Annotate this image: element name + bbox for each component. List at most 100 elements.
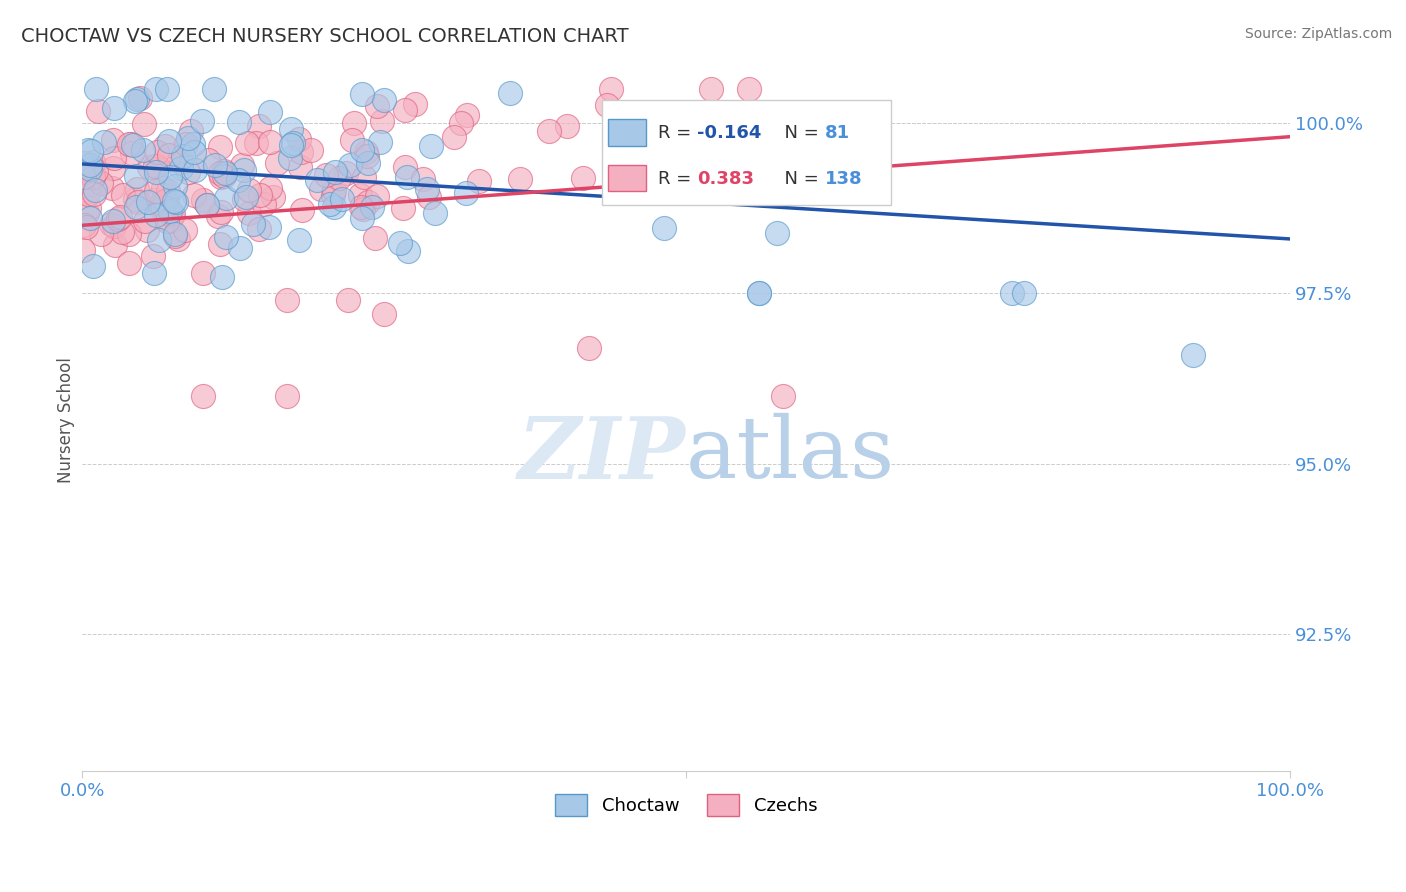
- Point: [149, 202, 172, 216]
- Point: [322, 183, 344, 197]
- Point: [191, 266, 214, 280]
- Point: [371, 114, 394, 128]
- Point: [291, 203, 314, 218]
- Point: [353, 170, 375, 185]
- Point: [212, 169, 235, 183]
- Point: [125, 200, 148, 214]
- Point: [352, 202, 374, 216]
- Point: [280, 122, 302, 136]
- Point: [737, 82, 759, 96]
- Point: [108, 210, 131, 224]
- Point: [107, 211, 129, 226]
- Point: [167, 231, 190, 245]
- Point: [235, 136, 257, 150]
- Point: [103, 152, 125, 166]
- Text: -0.164: -0.164: [697, 124, 761, 142]
- Point: [253, 196, 276, 211]
- Point: [163, 179, 186, 194]
- Point: [82, 170, 104, 185]
- Point: [1014, 286, 1036, 301]
- Point: [766, 226, 789, 240]
- Point: [396, 169, 419, 184]
- Point: [555, 119, 578, 133]
- Point: [129, 91, 152, 105]
- Point: [207, 209, 229, 223]
- Point: [83, 183, 105, 197]
- Point: [77, 143, 100, 157]
- Point: [311, 182, 333, 196]
- Point: [373, 307, 395, 321]
- Point: [142, 248, 165, 262]
- Point: [394, 103, 416, 117]
- Point: [111, 187, 134, 202]
- Point: [135, 223, 157, 237]
- Point: [162, 207, 184, 221]
- Point: [215, 191, 238, 205]
- Point: [412, 172, 434, 186]
- Point: [599, 82, 621, 96]
- Point: [156, 184, 179, 198]
- Point: [174, 223, 197, 237]
- Point: [118, 136, 141, 151]
- Point: [259, 219, 281, 234]
- Point: [87, 104, 110, 119]
- Point: [177, 165, 200, 179]
- Point: [641, 130, 664, 145]
- Point: [307, 172, 329, 186]
- Point: [156, 213, 179, 227]
- Point: [363, 230, 385, 244]
- Point: [103, 219, 125, 233]
- Point: [509, 171, 531, 186]
- Text: N =: N =: [773, 169, 824, 187]
- Point: [145, 208, 167, 222]
- Text: 138: 138: [825, 169, 863, 187]
- Point: [82, 259, 104, 273]
- Point: [247, 222, 270, 236]
- Point: [450, 116, 472, 130]
- Point: [170, 161, 193, 176]
- Point: [90, 176, 112, 190]
- Point: [124, 94, 146, 108]
- Point: [323, 165, 346, 179]
- Point: [215, 230, 238, 244]
- Text: N =: N =: [773, 124, 824, 142]
- Point: [145, 184, 167, 198]
- Point: [259, 104, 281, 119]
- Text: Source: ZipAtlas.com: Source: ZipAtlas.com: [1244, 27, 1392, 41]
- Point: [125, 169, 148, 184]
- Point: [148, 233, 170, 247]
- Point: [152, 181, 174, 195]
- Point: [177, 130, 200, 145]
- Point: [183, 188, 205, 202]
- Point: [299, 143, 322, 157]
- Point: [354, 145, 377, 159]
- Point: [350, 143, 373, 157]
- Point: [204, 158, 226, 172]
- Point: [76, 206, 98, 220]
- Point: [229, 241, 252, 255]
- Point: [343, 116, 366, 130]
- Point: [72, 243, 94, 257]
- Point: [214, 166, 236, 180]
- Point: [118, 227, 141, 241]
- Point: [652, 121, 675, 136]
- Point: [339, 158, 361, 172]
- Point: [572, 171, 595, 186]
- Point: [366, 189, 388, 203]
- Point: [84, 82, 107, 96]
- Point: [209, 205, 232, 219]
- Point: [262, 189, 284, 203]
- Point: [418, 190, 440, 204]
- Point: [170, 155, 193, 169]
- Point: [79, 158, 101, 172]
- Point: [238, 183, 260, 197]
- Point: [208, 140, 231, 154]
- Point: [328, 170, 350, 185]
- Point: [772, 389, 794, 403]
- Point: [336, 293, 359, 308]
- Point: [159, 203, 181, 218]
- Point: [280, 138, 302, 153]
- Point: [165, 195, 187, 210]
- Point: [748, 286, 770, 301]
- Point: [396, 244, 419, 258]
